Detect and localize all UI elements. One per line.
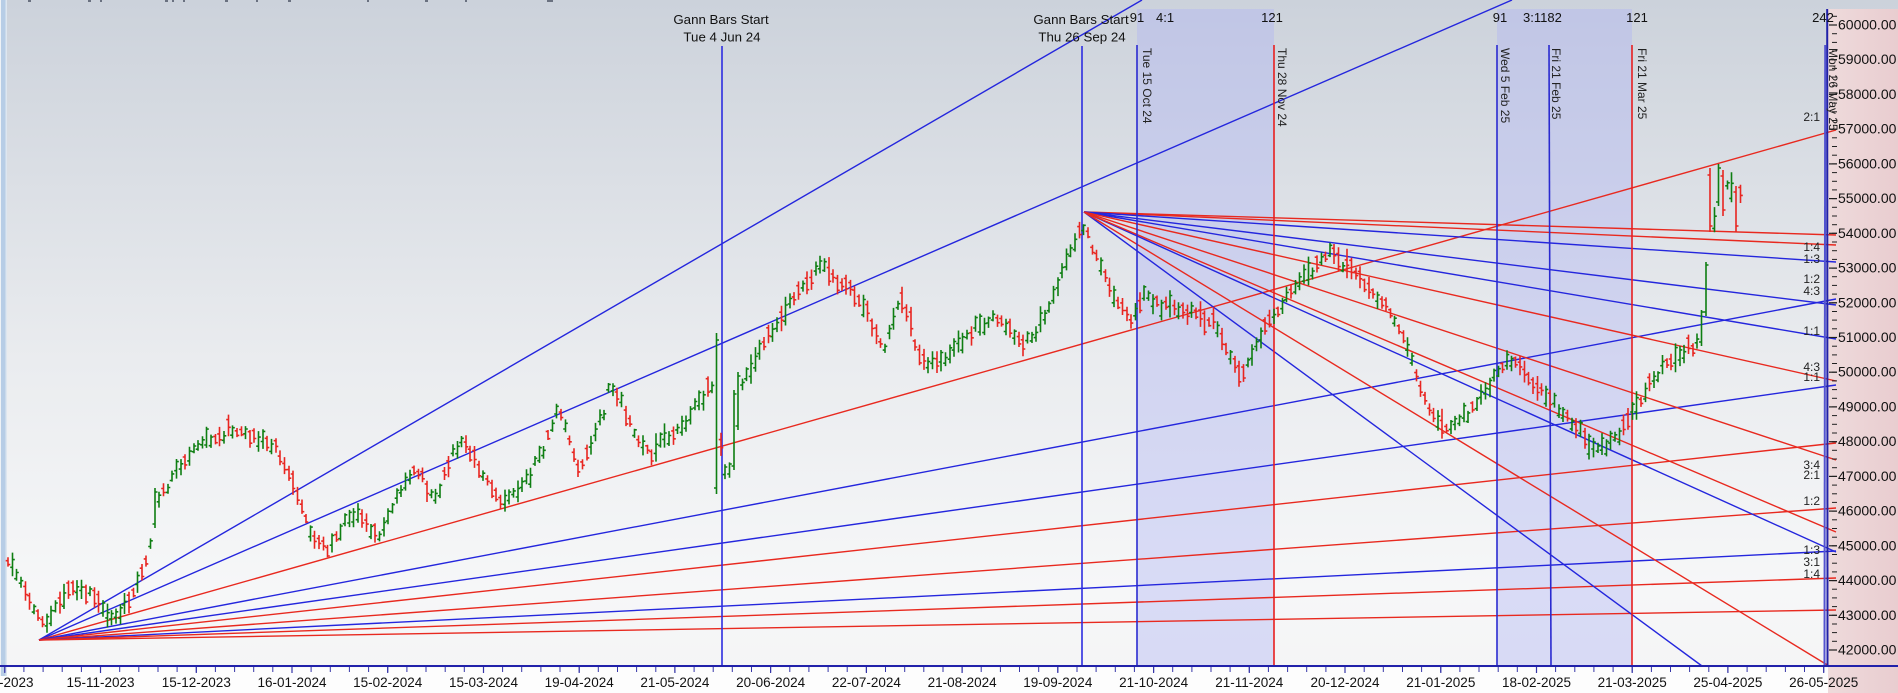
svg-text:20-06-2024: 20-06-2024 [736,675,806,690]
svg-text:25-04-2025: 25-04-2025 [1693,675,1762,690]
svg-text:3:1: 3:1 [1803,555,1820,569]
svg-text:16-01-2024: 16-01-2024 [257,675,327,690]
svg-text:3:4: 3:4 [1803,458,1820,472]
svg-text:15-11-2023: 15-11-2023 [66,675,134,690]
svg-text:58000.00: 58000.00 [1838,86,1897,102]
svg-text:47000.00: 47000.00 [1838,468,1897,484]
svg-text:22-07-2024: 22-07-2024 [832,675,902,690]
svg-text:1:4: 1:4 [1803,240,1820,254]
svg-text:50000.00: 50000.00 [1838,364,1897,380]
svg-text:91: 91 [1493,10,1507,25]
svg-text:60000.00: 60000.00 [1838,17,1897,33]
svg-text:42000.00: 42000.00 [1838,642,1897,658]
svg-text:21-08-2024: 21-08-2024 [928,675,998,690]
svg-text:59000.00: 59000.00 [1838,51,1897,67]
svg-text:55000.00: 55000.00 [1838,190,1897,206]
svg-text:52000.00: 52000.00 [1838,294,1897,310]
svg-text:21-01-2025: 21-01-2025 [1406,675,1475,690]
svg-text:91: 91 [1130,10,1144,25]
svg-text:1:1: 1:1 [1803,324,1820,338]
svg-text:48000.00: 48000.00 [1838,433,1897,449]
svg-text:49000.00: 49000.00 [1838,398,1897,414]
svg-text:3:1182: 3:1182 [1523,10,1562,25]
svg-text:15-12-2023: 15-12-2023 [162,675,231,690]
svg-text:45000.00: 45000.00 [1838,537,1897,553]
svg-text:Fri 21 Mar 25: Fri 21 Mar 25 [1635,48,1649,120]
svg-text:1:4: 1:4 [1803,567,1820,581]
svg-text:Wed 5 Feb 25: Wed 5 Feb 25 [1498,48,1512,123]
svg-text:4:3: 4:3 [1803,284,1820,298]
svg-text:1:3: 1:3 [1803,252,1820,266]
svg-text:Mon 26 May 25: Mon 26 May 25 [1826,48,1840,131]
svg-text:51000.00: 51000.00 [1838,329,1897,345]
svg-text:43000.00: 43000.00 [1838,607,1897,623]
svg-text:21-03-2025: 21-03-2025 [1598,675,1667,690]
svg-text:46000.00: 46000.00 [1838,503,1897,519]
svg-text:1:3: 1:3 [1803,543,1820,557]
svg-text:Fri 21 Feb 25: Fri 21 Feb 25 [1549,48,1563,120]
svg-text:44000.00: 44000.00 [1838,572,1897,588]
svg-text:Gann Bars Start: Gann Bars Start [673,12,769,27]
svg-text:21-11-2024: 21-11-2024 [1215,675,1284,690]
svg-text:4:3: 4:3 [1803,360,1820,374]
svg-text:20-12-2024: 20-12-2024 [1310,675,1380,690]
svg-text:242: 242 [1812,10,1834,25]
svg-text:19-04-2024: 19-04-2024 [545,675,615,690]
svg-text:15-03-2024: 15-03-2024 [449,675,519,690]
svg-text:2:1: 2:1 [1803,468,1820,482]
svg-text:Tue 15 Oct 24: Tue 15 Oct 24 [1140,48,1154,124]
svg-text:15-02-2024: 15-02-2024 [353,675,423,690]
svg-text:Gann Bars Start: Gann Bars Start [1033,12,1129,27]
svg-text:2:1: 2:1 [1803,110,1820,124]
svg-text:56000.00: 56000.00 [1838,155,1897,171]
svg-text:16-10-2023: 16-10-2023 [0,675,34,690]
svg-text:121: 121 [1626,10,1648,25]
svg-text:53000.00: 53000.00 [1838,260,1897,276]
svg-text:1:2: 1:2 [1803,494,1820,508]
svg-text:1:1: 1:1 [1803,370,1820,384]
svg-text:54000.00: 54000.00 [1838,225,1897,241]
svg-text:21-05-2024: 21-05-2024 [640,675,710,690]
svg-text:121: 121 [1261,10,1283,25]
svg-text:Tue 4 Jun 24: Tue 4 Jun 24 [683,30,760,45]
svg-text:4:1: 4:1 [1156,10,1174,25]
svg-text:1:2: 1:2 [1803,272,1820,286]
svg-text:57000.00: 57000.00 [1838,121,1897,137]
svg-text:Thu 28 Nov 24: Thu 28 Nov 24 [1275,48,1289,127]
svg-text:18-02-2025: 18-02-2025 [1502,675,1571,690]
svg-text:21-10-2024: 21-10-2024 [1119,675,1189,690]
svg-text:19-09-2024: 19-09-2024 [1023,675,1093,690]
svg-text:26-05-2025: 26-05-2025 [1789,675,1858,690]
svg-text:Thu 26 Sep 24: Thu 26 Sep 24 [1038,30,1125,45]
